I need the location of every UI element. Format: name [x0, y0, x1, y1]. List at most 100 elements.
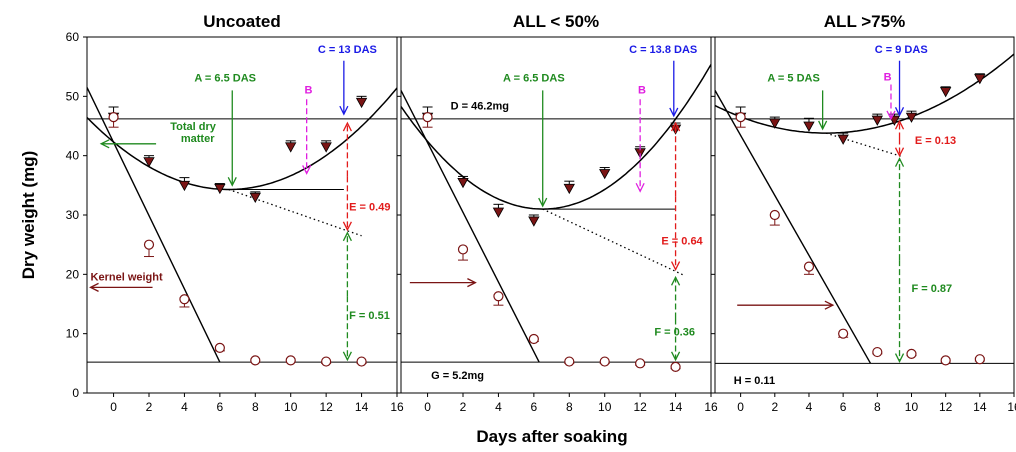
data-point-kernel [321, 356, 332, 367]
annotation-label: D = 46.2mg [451, 100, 509, 112]
y-tick-label: 50 [66, 89, 80, 103]
e-arrow-up-head [894, 119, 905, 130]
e-arrow-down-head [342, 221, 352, 232]
f-arrow-down-head [894, 353, 905, 364]
data-point-total [769, 118, 781, 129]
annotation-label: B [304, 84, 312, 96]
annotation-label: G = 5.2mg [431, 370, 484, 382]
annotation-label: A = 5 DAS [767, 73, 819, 85]
data-point-kernel [250, 355, 261, 366]
x-tick-label: 10 [598, 400, 612, 414]
y-tick-label: 10 [66, 327, 80, 341]
x-tick-label: 8 [566, 400, 573, 414]
x-tick-label: 12 [939, 400, 953, 414]
data-point-total [871, 115, 883, 126]
annotation-label: E = 0.13 [915, 135, 956, 147]
data-point-kernel [635, 358, 646, 369]
annotation-label: C = 13.8 DAS [629, 44, 697, 56]
annotation-label: E = 0.64 [661, 236, 703, 248]
data-point-kernel [356, 356, 367, 367]
x-tick-label: 10 [284, 400, 298, 414]
x-tick-label: 4 [806, 400, 813, 414]
pointer-arrow-head [467, 278, 477, 288]
x-tick-label: 0 [737, 400, 744, 414]
kernel-fit-line [714, 90, 872, 364]
data-point-kernel [564, 356, 575, 367]
data-point-kernel [457, 244, 469, 255]
kernel-fit-line [86, 87, 221, 363]
a-arrow-head [227, 177, 237, 187]
quadratic-fit-curve [86, 87, 398, 191]
x-tick-label: 4 [495, 400, 502, 414]
plot-frame [86, 36, 398, 394]
panel-1: Uncoated 0 2 4 6 8 10 12 14 16 0 10 20 30 40 50 60 A = 6.… [66, 12, 404, 414]
data-point-total [457, 177, 469, 189]
data-point-total [905, 112, 918, 123]
y-tick-label: 0 [72, 386, 79, 400]
data-point-kernel [422, 111, 433, 123]
c-arrow-head [894, 107, 905, 117]
data-point-kernel [493, 291, 504, 302]
annotation-label: F = 0.87 [911, 283, 952, 295]
x-tick-label: 2 [460, 400, 467, 414]
annotation-label: B [638, 84, 646, 96]
annotation-label: A = 6.5 DAS [194, 73, 256, 85]
b-arrow-head [635, 182, 645, 193]
dotted-trend-line [228, 188, 362, 237]
data-point-kernel [974, 354, 985, 365]
annotation-label: F = 0.51 [349, 310, 390, 322]
data-point-kernel [528, 333, 539, 345]
data-point-kernel [940, 355, 951, 366]
e-arrow-up-head [342, 121, 352, 132]
annotation-label: Kernel weight [91, 271, 163, 283]
a-arrow-head [818, 120, 828, 131]
panel-3: ALL >75% 0 2 4 6 8 10 12 14 16 A = 5 DAS C = 9 DAS B… [711, 12, 1016, 414]
data-point-total [178, 180, 191, 192]
x-tick-label: 6 [217, 400, 224, 414]
y-tick-label: 40 [66, 149, 80, 163]
data-point-total [563, 183, 575, 195]
plot-frame [714, 36, 1015, 394]
x-tick-label: 16 [704, 400, 718, 414]
f-arrow-up-head [670, 275, 681, 286]
panel-title: Uncoated [203, 12, 280, 31]
x-tick-label: 12 [319, 400, 333, 414]
annotation-label: C = 13 DAS [318, 44, 377, 56]
data-point-total [974, 74, 986, 85]
annotation-label: A = 6.5 DAS [503, 73, 565, 85]
e-arrow-up-head [670, 121, 681, 132]
x-tick-label: 14 [355, 400, 369, 414]
data-point-total [492, 207, 505, 218]
x-tick-label: 8 [252, 400, 259, 414]
f-arrow-up-head [894, 157, 905, 167]
pointer-arrow-head [99, 139, 110, 149]
x-tick-label: 14 [973, 400, 987, 414]
data-point-kernel [599, 356, 610, 367]
x-axis-label: Days after soaking [476, 427, 627, 446]
annotation-label: F = 0.36 [654, 326, 695, 338]
x-tick-label: 16 [390, 400, 404, 414]
annotation-label: B [884, 71, 892, 83]
b-arrow-head [302, 165, 312, 175]
pointer-arrow-head [89, 282, 99, 292]
kernel-fit-line [400, 90, 540, 363]
f-arrow-down-head [670, 351, 681, 362]
quadratic-fit-curve [714, 53, 1015, 134]
panel-title: ALL < 50% [513, 12, 599, 31]
data-point-total [939, 87, 952, 98]
data-point-total [285, 142, 297, 153]
f-arrow-down-head [342, 351, 352, 362]
x-tick-label: 0 [110, 400, 117, 414]
c-arrow-head [339, 105, 349, 116]
b-arrow-head [886, 110, 896, 121]
panel-2: ALL < 50% 0 2 4 6 8 10 12 14 16 A = 6.5 DAS C = 13.… [397, 12, 718, 414]
x-tick-label: 4 [181, 400, 188, 414]
data-point-kernel [906, 348, 917, 359]
data-point-kernel [769, 209, 780, 221]
data-point-total [249, 192, 261, 204]
data-point-kernel [872, 346, 883, 358]
annotation-label: C = 9 DAS [875, 44, 928, 56]
e-arrow-down-head [894, 147, 905, 158]
x-tick-label: 2 [146, 400, 153, 414]
